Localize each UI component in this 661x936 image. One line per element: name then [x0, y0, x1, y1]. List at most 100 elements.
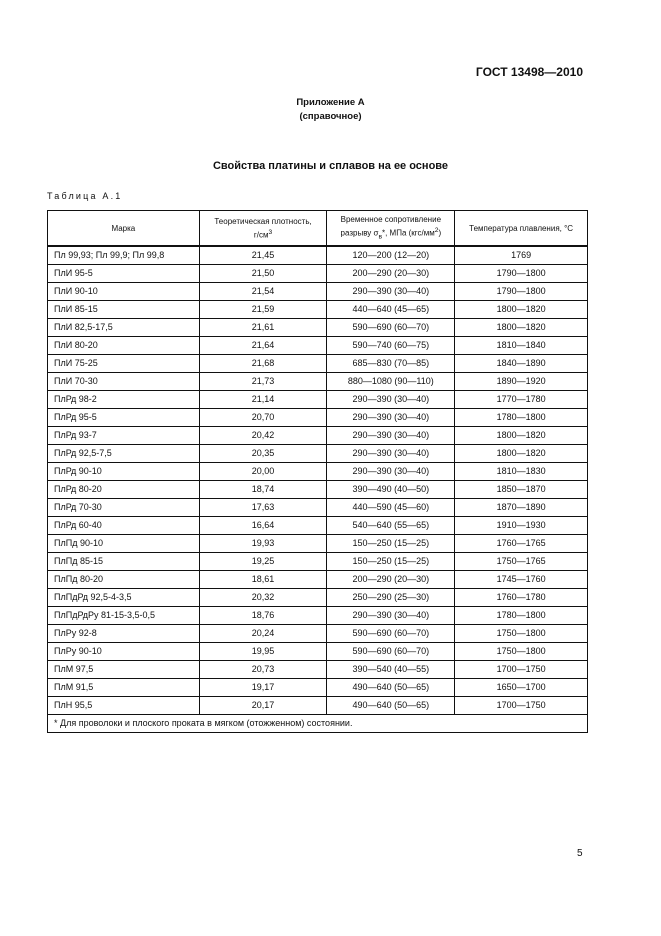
cell-grade: ПлРд 95-5 — [47, 408, 200, 427]
section-heading: Свойства платины и сплавов на ее основе — [212, 160, 449, 172]
cell-grade: ПлПд 85-15 — [47, 552, 200, 571]
cell-melting: 1770—1780 — [454, 390, 588, 409]
table-row: ПлИ 85-15 21,59 440—640 (45—65) 1800—1820 — [47, 300, 588, 319]
cell-strength: 590—740 (60—75) — [326, 336, 456, 355]
table-row: ПлН 95,5 20,17 490—640 (50—65) 1700—1750 — [47, 696, 588, 715]
cell-melting: 1769 — [454, 245, 588, 265]
table-row: ПлИ 70-30 21,73 880—1080 (90—110) 1890—1920 — [47, 372, 588, 391]
table-row: ПлПдРд 92,5-4-3,5 20,32 250—290 (25—30) 176… — [47, 588, 588, 607]
cell-density: 21,54 — [198, 282, 328, 301]
cell-strength: 150—250 (15—25) — [326, 534, 456, 553]
cell-density: 20,24 — [198, 624, 328, 643]
cell-strength: 290—390 (30—40) — [326, 462, 456, 481]
cell-grade: ПлПдРд 92,5-4-3,5 — [47, 588, 200, 607]
cell-density: 19,17 — [198, 678, 328, 697]
cell-melting: 1890—1920 — [454, 372, 588, 391]
cell-grade: ПлПд 80-20 — [47, 570, 200, 589]
cell-strength: 490—640 (50—65) — [326, 696, 456, 715]
table-row: ПлРд 98-2 21,14 290—390 (30—40) 1770—1780 — [47, 390, 588, 409]
cell-melting: 1870—1890 — [454, 498, 588, 517]
cell-density: 17,63 — [198, 498, 328, 517]
properties-table: Марка Теоретическая плотность, г/см3 Врем… — [47, 210, 588, 733]
table-row: ПлИ 75-25 21,68 685—830 (70—85) 1840—1890 — [47, 354, 588, 373]
table-row: ПлМ 97,5 20,73 390—540 (40—55) 1700—1750 — [47, 660, 588, 679]
page-number: 5 — [577, 848, 583, 859]
cell-strength: 390—490 (40—50) — [326, 480, 456, 499]
table-row: ПлРд 90-10 20,00 290—390 (30—40) 1810—1830 — [47, 462, 588, 481]
table-row: ПлРд 70-30 17,63 440—590 (45—60) 1870—1890 — [47, 498, 588, 517]
cell-density: 21,73 — [198, 372, 328, 391]
cell-melting: 1800—1820 — [454, 444, 588, 463]
cell-grade: ПлМ 91,5 — [47, 678, 200, 697]
cell-melting: 1800—1820 — [454, 318, 588, 337]
appendix-type: (справочное) — [299, 111, 362, 122]
cell-strength: 590—690 (60—70) — [326, 642, 456, 661]
cell-grade: ПлИ 70-30 — [47, 372, 200, 391]
appendix-title: Приложение А — [296, 97, 365, 108]
cell-melting: 1850—1870 — [454, 480, 588, 499]
col-header-density: Теоретическая плотность, г/см3 — [198, 210, 328, 247]
cell-melting: 1790—1800 — [454, 264, 588, 283]
cell-strength: 200—290 (20—30) — [326, 570, 456, 589]
cell-grade: ПлРд 98-2 — [47, 390, 200, 409]
cell-grade: ПлИ 90-10 — [47, 282, 200, 301]
cell-melting: 1800—1820 — [454, 300, 588, 319]
cell-grade: ПлРу 90-10 — [47, 642, 200, 661]
cell-strength: 120—200 (12—20) — [326, 245, 456, 265]
table-row: Пл 99,93; Пл 99,9; Пл 99,8 21,45 120—200 (… — [47, 245, 588, 265]
cell-grade: ПлРд 60-40 — [47, 516, 200, 535]
cell-strength: 390—540 (40—55) — [326, 660, 456, 679]
cell-grade: ПлРд 93-7 — [47, 426, 200, 445]
table-row: ПлПд 85-15 19,25 150—250 (15—25) 1750—1765 — [47, 552, 588, 571]
col-header-grade: Марка — [47, 210, 200, 247]
table-row: ПлИ 95-5 21,50 200—290 (20—30) 1790—1800 — [47, 264, 588, 283]
cell-strength: 440—640 (45—65) — [326, 300, 456, 319]
cell-melting: 1790—1800 — [454, 282, 588, 301]
table-row: ПлРу 90-10 19,95 590—690 (60—70) 1750—1800 — [47, 642, 588, 661]
cell-melting: 1810—1840 — [454, 336, 588, 355]
table-row: ПлПд 90-10 19,93 150—250 (15—25) 1760—1765 — [47, 534, 588, 553]
cell-grade: ПлИ 75-25 — [47, 354, 200, 373]
table-row: ПлРд 95-5 20,70 290—390 (30—40) 1780—1800 — [47, 408, 588, 427]
cell-melting: 1650—1700 — [454, 678, 588, 697]
cell-melting: 1780—1800 — [454, 408, 588, 427]
cell-density: 20,70 — [198, 408, 328, 427]
cell-melting: 1840—1890 — [454, 354, 588, 373]
cell-grade: ПлРд 80-20 — [47, 480, 200, 499]
cell-grade: ПлРд 92,5-7,5 — [47, 444, 200, 463]
cell-density: 21,50 — [198, 264, 328, 283]
table-row: ПлРу 92-8 20,24 590—690 (60—70) 1750—1800 — [47, 624, 588, 643]
cell-strength: 290—390 (30—40) — [326, 606, 456, 625]
cell-melting: 1745—1760 — [454, 570, 588, 589]
cell-strength: 490—640 (50—65) — [326, 678, 456, 697]
cell-density: 20,32 — [198, 588, 328, 607]
cell-density: 19,25 — [198, 552, 328, 571]
cell-melting: 1810—1830 — [454, 462, 588, 481]
cell-strength: 200—290 (20—30) — [326, 264, 456, 283]
cell-density: 18,61 — [198, 570, 328, 589]
cell-density: 18,74 — [198, 480, 328, 499]
cell-melting: 1780—1800 — [454, 606, 588, 625]
cell-strength: 590—690 (60—70) — [326, 318, 456, 337]
cell-density: 20,17 — [198, 696, 328, 715]
table-row: ПлИ 90-10 21,54 290—390 (30—40) 1790—1800 — [47, 282, 588, 301]
table-row: ПлРд 60-40 16,64 540—640 (55—65) 1910—1930 — [47, 516, 588, 535]
table-row: ПлИ 82,5-17,5 21,61 590—690 (60—70) 1800—18… — [47, 318, 588, 337]
cell-grade: ПлРд 70-30 — [47, 498, 200, 517]
cell-grade: ПлПдРдРу 81-15-3,5-0,5 — [47, 606, 200, 625]
cell-grade: ПлН 95,5 — [47, 696, 200, 715]
cell-melting: 1750—1765 — [454, 552, 588, 571]
table-row: ПлРд 80-20 18,74 390—490 (40—50) 1850—1870 — [47, 480, 588, 499]
cell-density: 21,45 — [198, 245, 328, 265]
cell-melting: 1700—1750 — [454, 660, 588, 679]
table-row: ПлПдРдРу 81-15-3,5-0,5 18,76 290—390 (30—4… — [47, 606, 588, 625]
cell-strength: 590—690 (60—70) — [326, 624, 456, 643]
cell-grade: ПлИ 82,5-17,5 — [47, 318, 200, 337]
cell-grade: ПлРу 92-8 — [47, 624, 200, 643]
col-header-melting: Температура плавления, °С — [454, 210, 588, 247]
table-row: ПлПд 80-20 18,61 200—290 (20—30) 1745—1760 — [47, 570, 588, 589]
cell-grade: ПлИ 85-15 — [47, 300, 200, 319]
cell-strength: 290—390 (30—40) — [326, 390, 456, 409]
cell-strength: 290—390 (30—40) — [326, 444, 456, 463]
